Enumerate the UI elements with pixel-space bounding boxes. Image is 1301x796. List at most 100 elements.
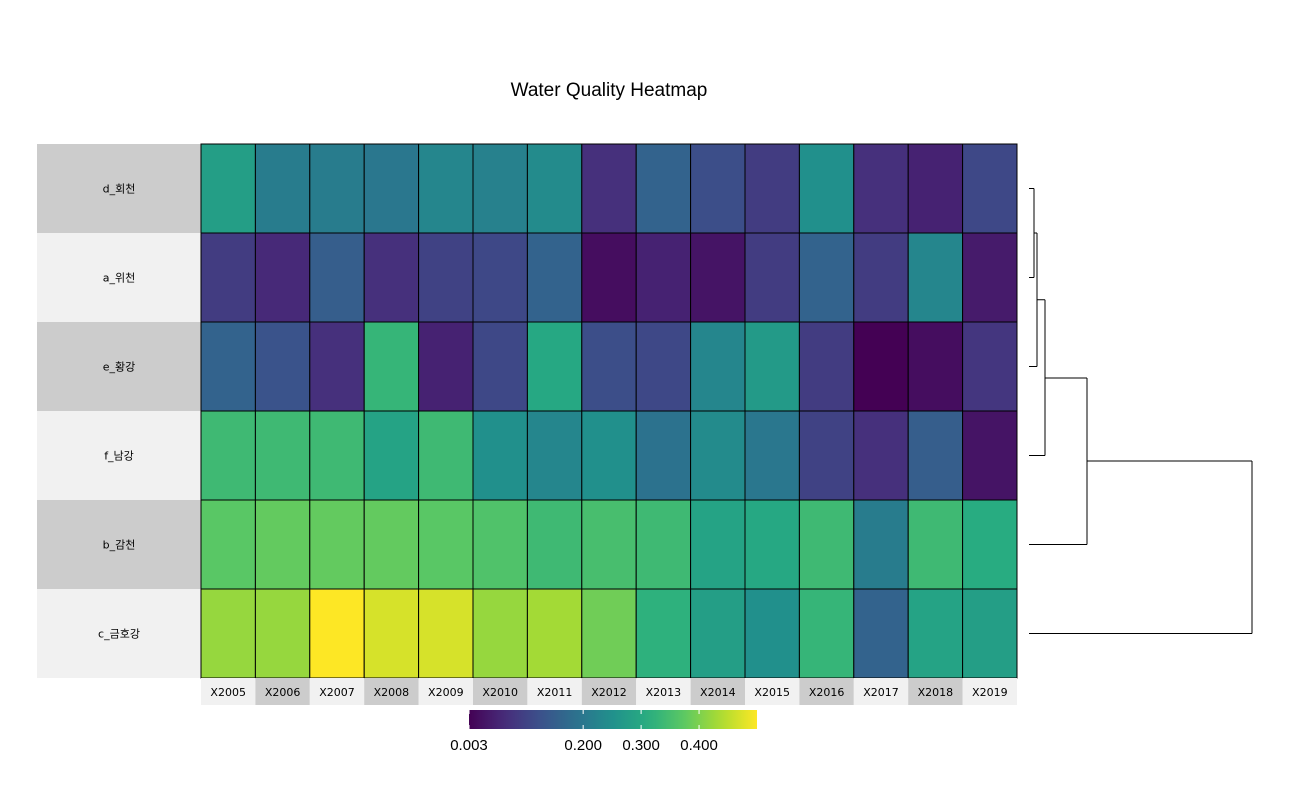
heatmap-cell [418,143,474,234]
heatmap-cell [798,143,855,234]
heatmap-cell [581,232,637,323]
heatmap-cell [744,499,800,590]
heatmap-cell [309,410,365,501]
heatmap-cell [472,410,528,501]
heatmap-cell [635,321,692,412]
row-label: b_감천 [103,538,136,552]
column-label-bg [962,678,1017,705]
column-label: X2016 [809,686,845,699]
heatmap-cell [418,232,474,323]
row-label: a_위천 [103,271,135,285]
heatmap-cell [962,232,1018,323]
heatmap-cell [309,499,365,590]
column-label: X2017 [863,686,899,699]
heatmap-cell [962,499,1018,590]
heatmap-cell [309,588,365,679]
heatmap-cell [581,588,637,679]
column-label: X2009 [428,686,464,699]
heatmap-cell [635,499,692,590]
heatmap-cell [363,143,420,234]
heatmap-cell [526,588,583,679]
row-label-bg [37,144,201,233]
heatmap-cell [581,143,637,234]
column-label-bg [799,678,854,705]
heatmap-cell [254,321,311,412]
row-dendrogram [1029,188,1253,634]
column-label-bg [908,678,963,705]
heatmap-cell [690,410,746,501]
heatmap-cell [690,232,746,323]
column-label-bg [581,678,637,705]
heatmap-cell [472,232,528,323]
legend-tick-label: 0.300 [622,737,660,754]
chart-title: Water Quality Heatmap [510,80,708,101]
heatmap-cell [744,143,800,234]
heatmap-cell [907,143,964,234]
heatmap-cell [526,321,583,412]
heatmap-cell [254,588,311,679]
heatmap-cell [907,410,964,501]
column-label-bg [527,678,582,705]
legend-tick-label: 0.200 [564,737,602,754]
heatmap-cell [635,410,692,501]
column-label-bg [364,678,419,705]
heatmap-cell [581,499,637,590]
heatmap-cell [962,143,1018,234]
heatmap-cell [853,232,909,323]
column-label-bg [745,678,800,705]
heatmap-cell [472,321,528,412]
column-label: X2015 [754,686,790,699]
row-label-bg [37,411,201,500]
heatmap-cell [309,321,365,412]
heatmap-cell [853,143,909,234]
column-label: X2013 [646,686,682,699]
column-label: X2019 [972,686,1008,699]
column-label: X2011 [537,686,573,699]
row-label-bg [37,500,201,589]
column-label: X2012 [591,686,627,699]
heatmap-cells [200,143,1018,679]
row-label: f_남강 [104,450,134,463]
heatmap-cell [363,321,420,412]
heatmap-cell [744,410,800,501]
heatmap-cell [853,321,909,412]
heatmap-cell [798,588,855,679]
heatmap-cell [254,232,311,323]
heatmap-cell [798,232,855,323]
column-label-bg [418,678,473,705]
heatmap-cell [472,499,528,590]
column-labels: X2005 X2006 X2007 X2008 X2009 X2010 X2011 X2012… [201,678,1017,705]
column-label: X2006 [265,686,301,699]
column-label: X2014 [700,686,736,699]
heatmap-cell [254,499,311,590]
heatmap-cell [635,232,692,323]
column-label: X2005 [210,686,246,699]
heatmap-cell [690,499,746,590]
row-label-bg [37,589,201,678]
row-label: c_금호강 [98,628,140,641]
column-label-bg [853,678,909,705]
color-legend: 0.003 0.200 0.300 0.400 [450,710,757,754]
heatmap-cell [200,588,256,679]
legend-tick-label: 0.003 [450,737,488,754]
heatmap-cell [635,143,692,234]
heatmap-cell [853,499,909,590]
heatmap-cell [254,143,311,234]
column-label-bg [255,678,310,705]
row-label-bg [37,233,201,322]
heatmap-cell [907,499,964,590]
heatmap-cell [309,232,365,323]
heatmap-cell [581,410,637,501]
heatmap-cell [962,588,1018,679]
heatmap-cell [200,499,256,590]
heatmap-cell [907,588,964,679]
heatmap-cell [363,410,420,501]
heatmap-cell [526,499,583,590]
column-label: X2008 [374,686,410,699]
heatmap-cell [907,232,964,323]
heatmap-cell [907,321,964,412]
heatmap-cell [853,588,909,679]
heatmap-cell [200,321,256,412]
heatmap-cell [418,499,474,590]
